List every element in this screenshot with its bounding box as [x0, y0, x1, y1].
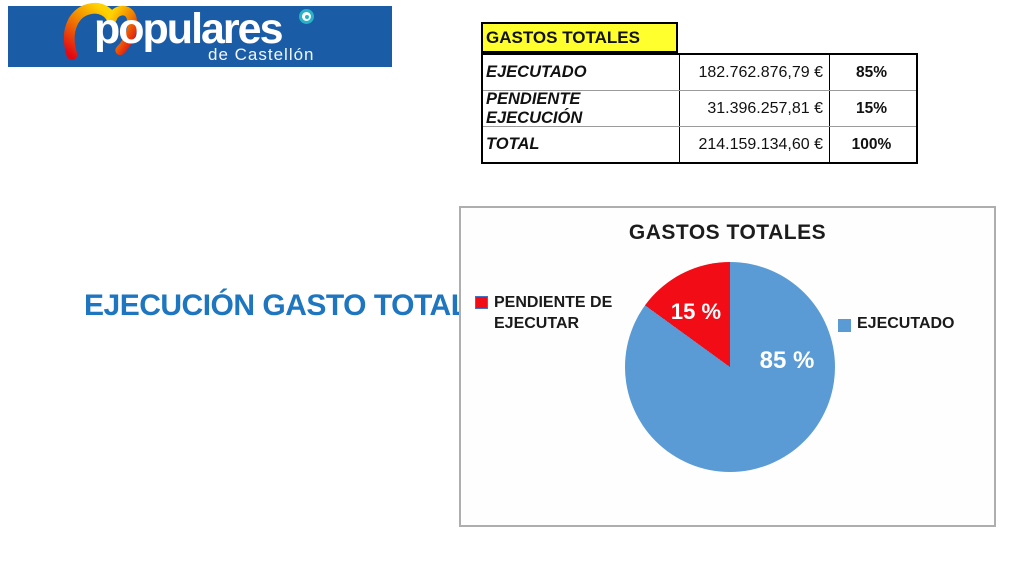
registered-mark-dot	[304, 14, 309, 19]
pie-chart-frame: GASTOS TOTALES 15 % 85 % PENDIENTE DE EJ…	[459, 206, 996, 527]
registered-mark-icon	[299, 9, 314, 24]
row-amount: 31.396.257,81 €	[680, 91, 830, 126]
row-percent: 85%	[855, 63, 888, 81]
expenses-summary-table: GASTOS TOTALES EJECUTADO 182.762.876,79 …	[481, 22, 918, 164]
row-percent: 15%	[855, 99, 888, 117]
slide-title: EJECUCIÓN GASTO TOTAL	[84, 289, 469, 322]
blue-square-icon	[838, 319, 851, 332]
legend-ejecutado: EJECUTADO	[838, 315, 955, 333]
table-header-cell: GASTOS TOTALES	[481, 22, 678, 53]
row-amount: 182.762.876,79 €	[680, 55, 830, 90]
party-logo: populares de Castellón	[8, 2, 392, 67]
logo-brand-text: populares	[94, 5, 283, 53]
row-percent: 100%	[851, 135, 892, 153]
legend-line-2: EJECUTAR	[494, 315, 580, 332]
row-label: EJECUTADO	[483, 55, 680, 90]
row-label: PENDIENTE EJECUCIÓN	[483, 90, 680, 127]
table-row-total: TOTAL 214.159.134,60 € 100%	[483, 126, 916, 162]
row-amount: 214.159.134,60 €	[680, 127, 830, 162]
legend-label: EJECUTADO	[857, 315, 955, 332]
pie-label-pendiente: 15 %	[670, 299, 722, 324]
row-label: TOTAL	[483, 127, 680, 162]
legend-line-1: PENDIENTE DE	[494, 294, 613, 311]
pie-label-ejecutado: 85 %	[759, 347, 815, 374]
gaviota-swoosh-icon	[64, 2, 138, 60]
table-row-ejecutado: EJECUTADO 182.762.876,79 € 85%	[483, 55, 916, 90]
pie	[625, 262, 835, 472]
legend-label: PENDIENTE DE EJECUTAR	[494, 292, 612, 334]
logo-subbrand-text: de Castellón	[208, 45, 315, 64]
red-square-icon	[475, 296, 488, 309]
legend-pendiente: PENDIENTE DE EJECUTAR	[475, 292, 635, 334]
chart-title: GASTOS TOTALES	[628, 221, 827, 244]
table-row-pendiente: PENDIENTE EJECUCIÓN 31.396.257,81 € 15%	[483, 90, 916, 127]
table-body: EJECUTADO 182.762.876,79 € 85% PENDIENTE…	[481, 53, 918, 164]
